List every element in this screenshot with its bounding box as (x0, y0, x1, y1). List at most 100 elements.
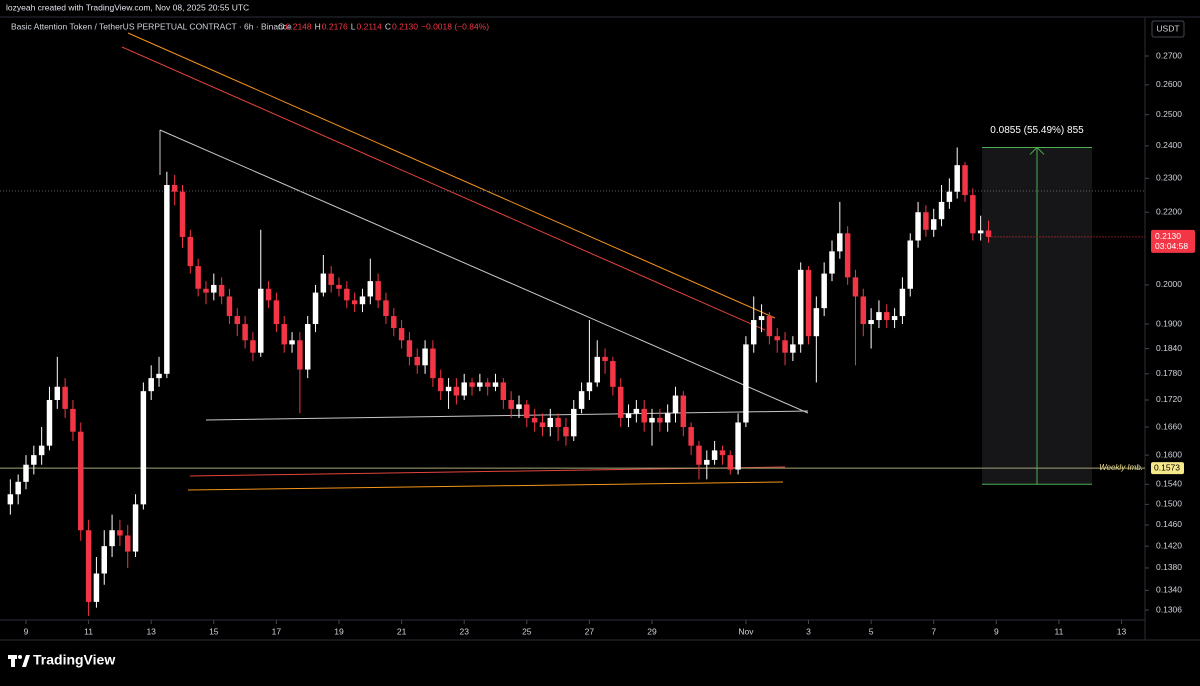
x-tick-label: 9 (24, 626, 29, 636)
candle-body (970, 195, 976, 234)
candle-body (602, 356, 608, 362)
candle-body (164, 184, 170, 374)
countdown: 03:04:58 (1155, 241, 1188, 251)
legend-value: 0.2176 (322, 21, 348, 31)
candle-body (156, 373, 162, 379)
last-price-tag (1151, 229, 1195, 253)
candle-body (289, 340, 295, 345)
candle-body (657, 417, 663, 423)
x-tick-label: 11 (1055, 626, 1064, 636)
candle-body (109, 530, 115, 547)
legend-value: 0.2148 (286, 21, 312, 31)
candle-body (70, 408, 76, 432)
candle-body (578, 391, 585, 409)
candle-body (696, 445, 702, 465)
candle-body (829, 251, 835, 274)
candle-body (821, 273, 827, 309)
candle-body (453, 386, 460, 396)
candle-body (500, 382, 507, 400)
y-tick-label: 0.1500 (1156, 499, 1182, 509)
candle-body (101, 546, 107, 574)
last-price-label: 0.2130 (1155, 231, 1181, 241)
candle-body (422, 348, 428, 366)
candle-body (751, 320, 757, 345)
y-tick-label: 0.1600 (1156, 449, 1182, 459)
candle-body (117, 530, 123, 536)
candle-body (46, 399, 53, 446)
candle-body (179, 191, 186, 237)
candle-body (359, 296, 366, 305)
y-tick-label: 0.1380 (1156, 562, 1182, 572)
y-tick-label: 0.1840 (1156, 343, 1182, 353)
y-tick-label: 0.2600 (1156, 79, 1182, 89)
logo-part (18, 655, 22, 659)
candle-body (461, 382, 467, 396)
candle-body (586, 382, 593, 392)
candle-body (351, 300, 358, 305)
y-tick-label: 0.1306 (1156, 604, 1182, 614)
candle-body (610, 361, 616, 387)
candle-body (930, 219, 937, 230)
candle-body (367, 281, 374, 297)
candle-body (735, 422, 741, 470)
candle-body (782, 340, 788, 353)
candle-body (7, 494, 14, 505)
candle-body (891, 316, 898, 321)
x-tick-label: 7 (931, 626, 936, 636)
currency: USDT (1156, 23, 1179, 33)
candle-body (344, 288, 350, 301)
candle-body (688, 427, 694, 446)
candle-body (148, 378, 154, 392)
y-tick-label: 0.2400 (1156, 140, 1182, 150)
x-tick-label: 21 (397, 626, 407, 636)
candle-body (85, 530, 92, 602)
candle-body (790, 344, 796, 353)
candle-body (985, 230, 992, 237)
legend-change: −0.0018 (−0.84%) (421, 21, 489, 31)
y-tick-label: 0.1900 (1156, 318, 1182, 328)
candle-body (672, 395, 679, 414)
candle-body (524, 404, 530, 418)
y-tick-label: 0.2300 (1156, 173, 1182, 183)
candle-body (23, 464, 29, 482)
candle-body (93, 573, 100, 602)
candle-body (547, 417, 554, 428)
candle-body (430, 348, 436, 379)
candle-body (477, 382, 483, 387)
x-tick-label: 29 (647, 626, 657, 636)
y-tick-label: 0.2700 (1156, 50, 1182, 60)
triangle-line (159, 129, 809, 414)
y-tick-label: 0.2500 (1156, 109, 1182, 119)
y-tick-label: 0.2200 (1156, 206, 1182, 216)
candle-body (38, 445, 45, 456)
candle-body (844, 233, 851, 278)
candle-body (727, 455, 734, 470)
candle-body (617, 386, 624, 418)
candle-body (414, 356, 420, 366)
candle-body (938, 201, 945, 220)
x-tick-label: 23 (459, 626, 469, 636)
candle-body (954, 165, 960, 192)
candle-body (516, 404, 522, 409)
candle-body (946, 191, 953, 202)
candle-body (743, 344, 749, 423)
candle-body (923, 212, 929, 230)
candle-body (234, 316, 241, 325)
x-tick-label: 15 (209, 626, 219, 636)
plot-area: 0.2700 0.2600 0.2500 0.2400 0.2300 0.2200 0.20… (0, 50, 1195, 636)
y-tick-label: 0.1340 (1156, 585, 1182, 595)
candle-body (437, 378, 444, 392)
x-tick-label: 5 (869, 626, 874, 636)
candle-body (226, 296, 233, 317)
candle-body (242, 324, 248, 341)
level-tag (1151, 462, 1184, 475)
x-tick-label: 13 (146, 626, 156, 636)
candle-body (195, 266, 201, 289)
candle-body (563, 427, 569, 437)
candle-body (398, 328, 405, 341)
logo-part (22, 655, 30, 667)
level-tag-label: 0.1573 (1154, 462, 1180, 472)
candle-body (132, 504, 139, 552)
